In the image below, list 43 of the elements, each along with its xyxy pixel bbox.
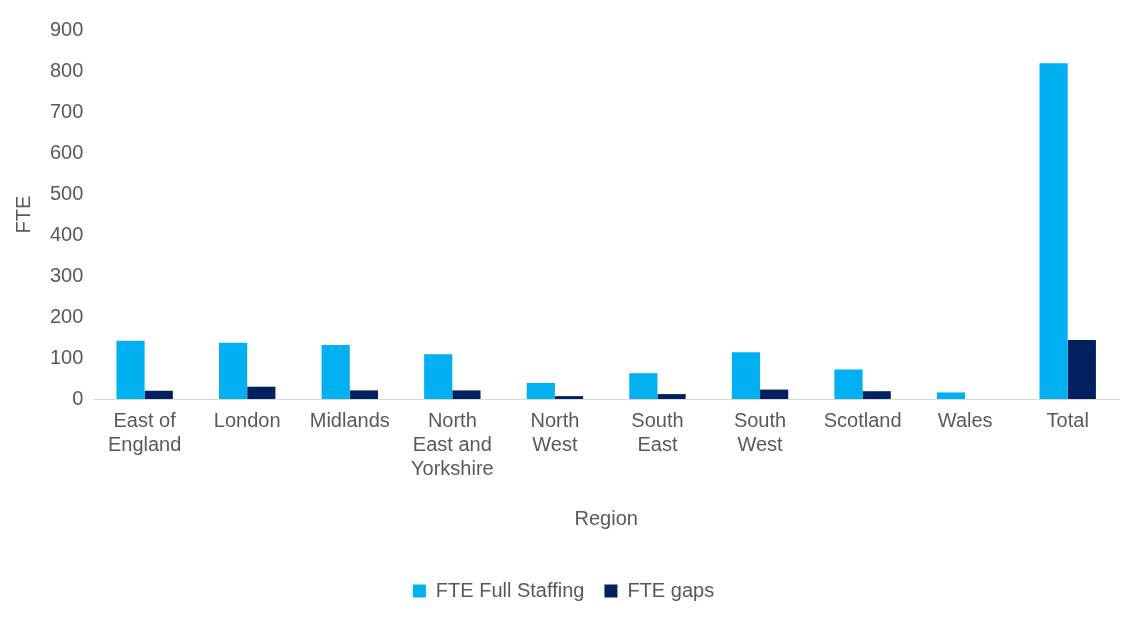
bar: [424, 354, 453, 399]
y-tick-label: 300: [49, 263, 84, 286]
x-tick-label: South West: [733, 408, 787, 455]
y-tick-label: 0: [72, 386, 84, 409]
x-tick-label: East of England: [107, 408, 182, 455]
x-axis-title: Region: [574, 506, 638, 529]
bar: [760, 389, 789, 399]
bar: [452, 390, 481, 399]
bar: [526, 383, 555, 399]
y-tick-label: 600: [49, 140, 84, 163]
y-tick-label: 500: [49, 181, 84, 204]
bar: [219, 342, 248, 399]
y-tick-label: 700: [49, 99, 84, 122]
legend-label: FTE Full Staffing: [435, 578, 585, 601]
bar: [116, 340, 145, 399]
x-tick-label: Midlands: [309, 408, 390, 431]
y-tick-label: 400: [49, 222, 84, 245]
y-axis-title: FTE: [11, 195, 34, 234]
x-tick-label: Scotland: [823, 408, 902, 431]
x-tick-label: Total: [1046, 408, 1089, 431]
bar: [834, 369, 863, 399]
bar: [321, 344, 350, 399]
x-tick-label: North West: [530, 408, 580, 455]
y-tick-label: 200: [49, 304, 84, 327]
bar: [144, 390, 173, 399]
y-tick-label: 900: [49, 17, 84, 40]
bar: [629, 373, 658, 399]
bar: [247, 386, 276, 399]
bar: [1067, 339, 1096, 399]
x-tick-label: London: [213, 408, 281, 431]
bar: [1039, 63, 1068, 399]
bar: [657, 394, 686, 399]
bar: [862, 391, 891, 399]
y-tick-label: 100: [49, 345, 84, 368]
legend-label: FTE gaps: [627, 578, 715, 601]
bar: [731, 352, 761, 399]
x-tick-label: North East and Yorkshire: [411, 408, 494, 479]
x-tick-label: South East: [631, 408, 684, 455]
bar: [554, 396, 584, 399]
x-tick-label: Wales: [937, 408, 993, 431]
bar: [936, 392, 966, 399]
bar: [349, 390, 378, 399]
y-tick-label: 800: [49, 58, 84, 81]
